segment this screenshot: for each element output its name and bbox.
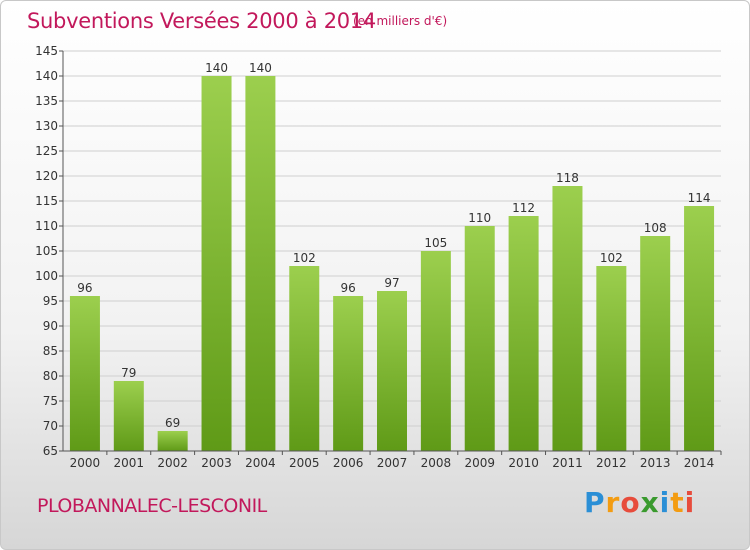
logo-letter: i — [659, 486, 671, 519]
bar-2008 — [420, 251, 451, 451]
x-tick-label: 2007 — [377, 456, 408, 470]
bar-value-label: 112 — [512, 201, 535, 215]
y-tick-label: 110 — [35, 219, 58, 233]
bar-2013 — [640, 236, 671, 451]
logo-letter: o — [620, 486, 641, 519]
x-tick-label: 2006 — [333, 456, 364, 470]
logo-letter: x — [640, 486, 660, 519]
bar-value-label: 105 — [424, 236, 447, 250]
place-name: PLOBANNALEC-LESCONIL — [37, 495, 267, 517]
bar-value-label: 102 — [600, 251, 623, 265]
proxiti-logo[interactable]: Proxiti — [584, 486, 695, 519]
x-tick-label: 2004 — [245, 456, 276, 470]
x-tick-label: 2014 — [684, 456, 715, 470]
bar-2004 — [245, 76, 276, 451]
logo-letter: P — [584, 486, 606, 519]
bar-value-label: 114 — [688, 191, 711, 205]
bar-value-label: 69 — [165, 416, 180, 430]
y-tick-label: 75 — [43, 394, 58, 408]
bar-value-label: 102 — [293, 251, 316, 265]
chart-subtitle: (en milliers d'€) — [353, 14, 448, 28]
bar-2006 — [333, 296, 364, 451]
bar-value-label: 118 — [556, 171, 579, 185]
bar-2001 — [113, 381, 144, 451]
y-tick-label: 90 — [43, 319, 58, 333]
logo-letter: r — [605, 486, 621, 519]
y-tick-label: 85 — [43, 344, 58, 358]
y-tick-label: 80 — [43, 369, 58, 383]
y-tick-label: 115 — [35, 194, 58, 208]
bar-value-label: 97 — [384, 276, 399, 290]
bar-2002 — [157, 431, 188, 451]
bar-value-label: 110 — [468, 211, 491, 225]
x-tick-label: 2012 — [596, 456, 627, 470]
bar-2014 — [684, 206, 715, 451]
x-tick-label: 2002 — [157, 456, 188, 470]
bar-2012 — [596, 266, 627, 451]
y-tick-label: 130 — [35, 119, 58, 133]
y-tick-label: 105 — [35, 244, 58, 258]
y-tick-label: 95 — [43, 294, 58, 308]
bar-2003 — [201, 76, 232, 451]
y-tick-label: 100 — [35, 269, 58, 283]
bar-value-label: 108 — [644, 221, 667, 235]
bars: 96 79 69 140 140 102 96 97 105 110 112 118 102 108 114 — [69, 61, 715, 451]
x-tick-label: 2008 — [421, 456, 452, 470]
y-tick-label: 145 — [35, 44, 58, 58]
axes: 65 70 75 80 85 90 95 100 105 110 115 120 125 130 135 14… — [35, 44, 722, 470]
bar-value-label: 140 — [249, 61, 272, 75]
bar-value-label: 96 — [340, 281, 355, 295]
bar-2009 — [464, 226, 495, 451]
y-tick-label: 140 — [35, 69, 58, 83]
y-tick-label: 135 — [35, 94, 58, 108]
logo-letter: i — [684, 486, 696, 519]
bar-2007 — [377, 291, 407, 451]
bar-2005 — [289, 266, 320, 451]
chart-title: Subventions Versées 2000 à 2014 — [27, 9, 376, 33]
y-tick-label: 120 — [35, 169, 58, 183]
x-tick-label: 2003 — [201, 456, 232, 470]
x-tick-label: 2000 — [70, 456, 101, 470]
bar-2000 — [69, 296, 100, 451]
y-tick-label: 125 — [35, 144, 58, 158]
bar-value-label: 96 — [77, 281, 92, 295]
x-tick-label: 2001 — [114, 456, 145, 470]
bar-2011 — [552, 186, 583, 451]
y-tick-label: 65 — [43, 444, 58, 458]
x-tick-label: 2013 — [640, 456, 671, 470]
x-tick-label: 2005 — [289, 456, 320, 470]
x-tick-label: 2010 — [508, 456, 539, 470]
logo-letter: t — [670, 486, 685, 519]
bar-2010 — [508, 216, 539, 451]
x-tick-label: 2009 — [464, 456, 495, 470]
bar-value-label: 140 — [205, 61, 228, 75]
bar-value-label: 79 — [121, 366, 136, 380]
y-tick-label: 70 — [43, 419, 58, 433]
x-tick-label: 2011 — [552, 456, 583, 470]
